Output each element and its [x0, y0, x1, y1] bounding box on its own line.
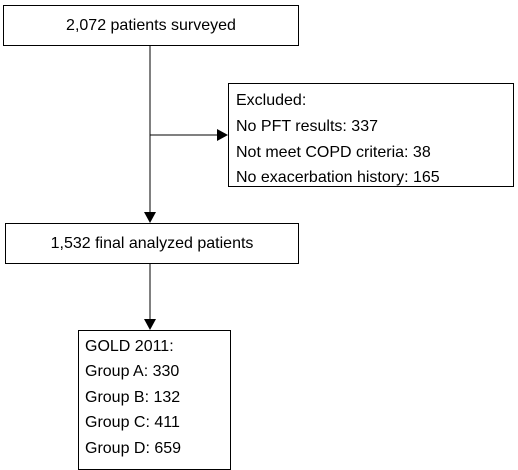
node-line: Group D: 659: [85, 440, 181, 457]
node-box: [78, 330, 231, 470]
node-line: Group A: 330: [85, 363, 179, 380]
node-box: [228, 83, 514, 187]
node-label: 2,072 patients surveyed: [66, 17, 236, 34]
arrow-head: [144, 212, 156, 223]
node-line: GOLD 2011:: [85, 338, 174, 355]
node-box: [3, 5, 299, 46]
node-box: [5, 223, 299, 264]
node-line: No PFT results: 337: [236, 118, 378, 135]
arrow-head: [144, 319, 156, 330]
node-line: Not meet COPD criteria: 38: [236, 144, 431, 161]
node-line: Group C: 411: [85, 414, 180, 431]
node-label: 1,532 final analyzed patients: [51, 235, 254, 252]
node-line: Group B: 132: [85, 389, 180, 406]
node-line: Excluded:: [236, 92, 306, 109]
arrow-head: [217, 129, 228, 141]
node-line: No exacerbation history: 165: [236, 169, 440, 186]
